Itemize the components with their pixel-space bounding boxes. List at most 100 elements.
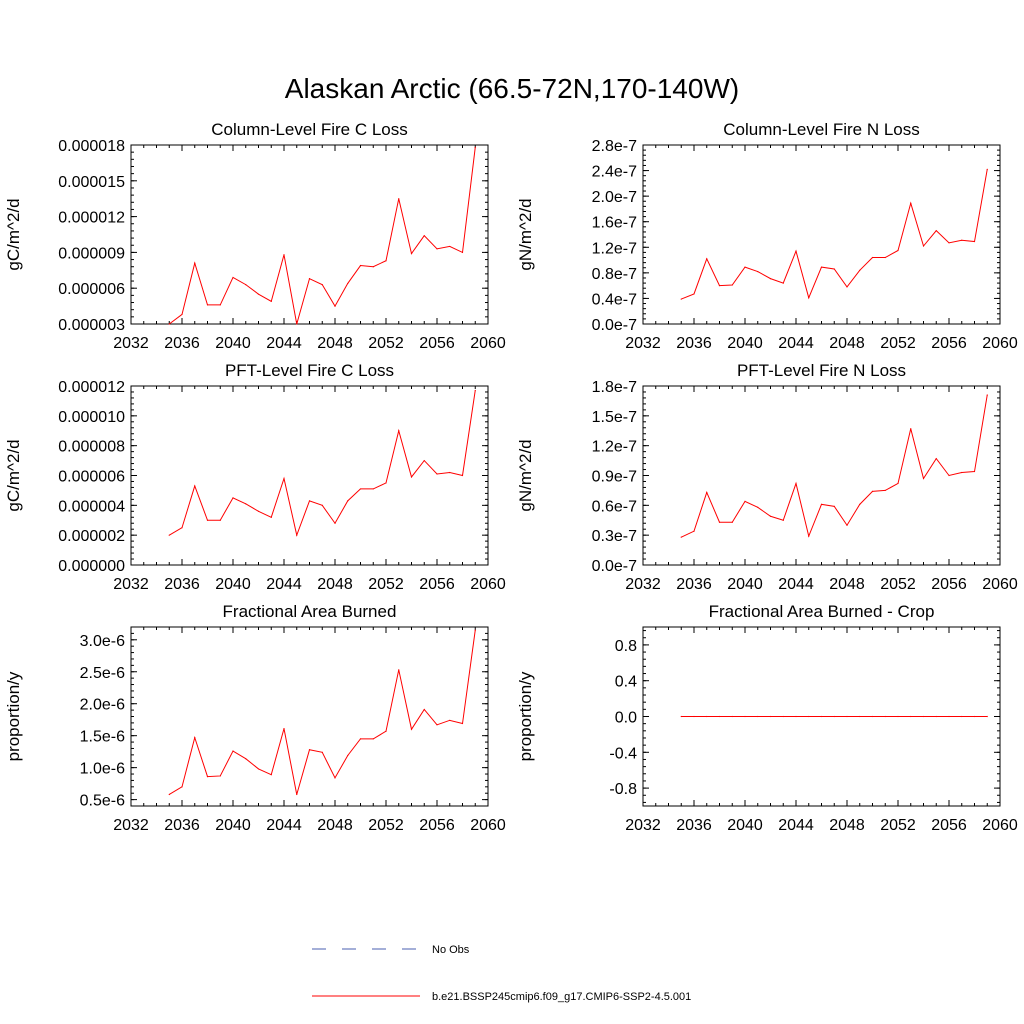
y-tick-label: 1.5e-7 <box>592 409 637 426</box>
data-point <box>820 715 823 718</box>
data-point <box>808 715 810 718</box>
data-point <box>206 519 209 521</box>
data-point <box>757 270 759 273</box>
panel-title: Column-Level Fire C Loss <box>211 120 408 139</box>
y-tick-label: 1.5e-6 <box>80 729 125 746</box>
y-tick-label: 0.000000 <box>58 558 125 575</box>
x-tick-label: 2040 <box>215 335 251 352</box>
data-point <box>744 500 746 502</box>
data-point <box>680 298 682 300</box>
y-tick-label: 2.0e-6 <box>80 697 125 714</box>
data-point <box>347 282 349 285</box>
figure-title: Alaskan Arctic (66.5-72N,170-140W) <box>285 73 739 104</box>
x-tick-label: 2040 <box>215 817 251 834</box>
x-tick-label: 2036 <box>164 335 200 352</box>
data-point <box>820 503 823 505</box>
y-tick-label: 0.0e-7 <box>592 558 637 575</box>
y-tick-label: 1.2e-7 <box>592 439 637 456</box>
series-line-model <box>168 147 476 325</box>
y-tick-label: 2.8e-7 <box>592 138 637 155</box>
x-tick-label: 2044 <box>266 817 302 834</box>
y-axis-label: proportion/y <box>4 671 23 761</box>
data-point <box>347 500 349 502</box>
data-point <box>859 503 861 505</box>
data-point <box>410 728 413 730</box>
y-tick-label: 0.000004 <box>58 498 125 515</box>
data-point <box>757 506 759 508</box>
data-point <box>385 482 387 484</box>
y-tick-label: 0.000012 <box>58 210 125 227</box>
data-point <box>219 519 221 521</box>
panel-title: PFT-Level Fire C Loss <box>225 361 394 380</box>
data-point <box>283 728 285 730</box>
y-tick-label: 0.000010 <box>58 409 125 426</box>
x-tick-label: 2044 <box>778 817 814 834</box>
chart-panel-6: Fractional Area Burned - Crop proportion/… <box>516 602 1018 834</box>
y-tick-label: 3.0e-6 <box>80 633 125 650</box>
x-tick-label: 2032 <box>625 576 661 593</box>
data-point <box>334 522 336 524</box>
legend-label-no-obs: No Obs <box>432 944 470 956</box>
x-tick-label: 2060 <box>982 576 1018 593</box>
data-point <box>436 724 438 726</box>
data-point <box>270 516 272 518</box>
data-point <box>194 262 196 264</box>
y-tick-label: 0.0e-7 <box>592 317 637 334</box>
x-tick-label: 2052 <box>880 576 916 593</box>
x-tick-label: 2036 <box>676 335 712 352</box>
legend: No Obs b.e21.BSSP245cmip6.f09_g17.CMIP6-… <box>312 944 691 1003</box>
x-tick-label: 2056 <box>419 817 455 834</box>
data-point <box>410 252 413 255</box>
series-line-model <box>681 394 988 538</box>
data-point <box>795 250 797 252</box>
x-tick-label: 2056 <box>419 335 455 352</box>
data-point <box>731 715 733 718</box>
x-tick-label: 2032 <box>625 817 661 834</box>
data-point <box>423 235 425 237</box>
data-point <box>782 519 784 521</box>
data-point <box>232 497 234 499</box>
data-point <box>782 715 784 718</box>
data-point <box>948 715 950 718</box>
data-point <box>359 738 362 740</box>
data-point <box>181 313 183 316</box>
x-tick-label: 2032 <box>113 335 149 352</box>
x-tick-label: 2056 <box>419 576 455 593</box>
data-point <box>334 305 336 307</box>
data-point <box>769 278 772 280</box>
data-point <box>423 459 425 462</box>
x-tick-label: 2048 <box>829 817 865 834</box>
data-point <box>744 715 746 718</box>
data-point <box>449 471 451 474</box>
legend-label-model: b.e21.BSSP245cmip6.f09_g17.CMIP6-SSP2-4.… <box>432 991 691 1003</box>
y-tick-label: 0.5e-6 <box>80 793 125 810</box>
data-point <box>436 473 438 475</box>
data-point <box>910 715 912 718</box>
data-point <box>283 477 285 480</box>
panel-title: Fractional Area Burned - Crop <box>709 602 935 621</box>
data-point <box>833 715 835 718</box>
y-tick-label: 0.000003 <box>58 317 125 334</box>
data-point <box>461 474 464 477</box>
data-point <box>474 389 476 392</box>
data-point <box>206 304 209 306</box>
chart-panel-5: Fractional Area Burned proportion/y 2032 20… <box>4 602 506 834</box>
x-tick-label: 2040 <box>727 817 763 834</box>
panel-title: Fractional Area Burned <box>223 602 397 621</box>
data-point <box>859 269 861 271</box>
data-point <box>385 730 387 732</box>
y-tick-label: 0.8 <box>615 638 637 655</box>
y-tick-label: 1.6e-7 <box>592 215 637 232</box>
data-point <box>296 323 298 325</box>
y-tick-label: 0.000006 <box>58 281 125 298</box>
data-point <box>961 715 963 718</box>
data-point <box>680 536 682 538</box>
x-tick-label: 2052 <box>368 817 404 834</box>
data-point <box>474 146 476 148</box>
data-point <box>922 245 925 247</box>
x-tick-label: 2052 <box>368 335 404 352</box>
series-line-model <box>168 630 476 795</box>
x-tick-label: 2060 <box>470 817 506 834</box>
x-tick-label: 2048 <box>317 335 353 352</box>
data-point <box>795 715 797 718</box>
